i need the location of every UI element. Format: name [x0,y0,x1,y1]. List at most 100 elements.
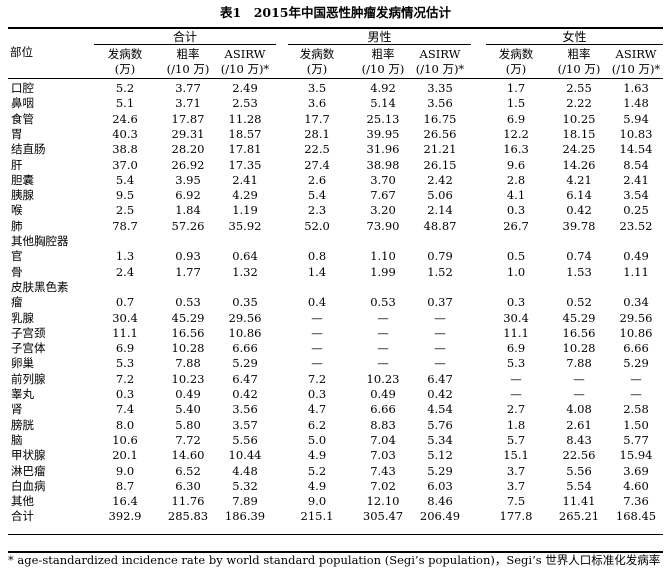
site-name: 皮肤黑色素 [11,279,69,294]
value-cell: 5.77 [623,432,649,447]
value-cell: 2.6 [307,172,327,187]
value-cell: 24.6 [112,111,138,126]
value-cell: 22.56 [562,448,596,463]
value-cell: 0.37 [427,295,453,310]
value-cell: — [434,325,446,340]
site-name: 淋巴瘤 [11,463,46,478]
value-cell: — [573,371,585,386]
table-title: 表1 2015年中国恶性肿瘤发病情况估计 [220,5,451,20]
value-cell: 7.2 [115,371,135,386]
site-name: 睾丸 [11,387,34,401]
value-cell: 57.26 [171,218,205,233]
site-name: 食管 [11,111,34,126]
value-cell: 5.29 [623,356,649,371]
group-underline-male [288,44,471,45]
value-cell: 29.56 [228,310,262,325]
value-cell: 2.3 [307,203,327,218]
value-cell: 215.1 [300,509,334,524]
site-column-header: 部位 [10,45,33,59]
value-cell: 15.94 [619,448,653,463]
value-cell: 6.66 [623,341,649,356]
value-cell: 2.61 [566,417,592,432]
value-cell: 6.9 [115,341,135,356]
value-cell: 7.36 [623,494,649,509]
value-cell: 29.31 [171,126,205,141]
value-cell: 11.1 [503,325,529,340]
value-cell: 5.76 [427,417,453,432]
top-rule [8,27,663,29]
value-cell: 206.49 [419,509,461,524]
value-cell: 6.30 [175,478,201,493]
value-cell: 2.7 [506,402,526,417]
value-cell: 18.15 [562,126,596,141]
value-cell: 2.41 [232,172,258,187]
value-cell: — [377,341,389,356]
value-cell: 168.45 [615,509,657,524]
value-cell: 0.64 [232,249,258,264]
value-cell: 10.83 [619,126,653,141]
value-cell: 1.63 [623,81,649,95]
subheader-count-female-unit: (万) [505,62,527,76]
site-name: 甲状腺 [11,448,46,463]
value-cell: — [377,325,389,340]
value-cell: 6.47 [232,371,258,386]
value-cell: 0.7 [115,295,135,310]
value-cell: — [434,341,446,356]
value-cell: 3.95 [175,172,201,187]
value-cell: 4.60 [623,478,649,493]
value-cell: 7.2 [307,371,327,386]
value-cell: 45.29 [171,310,205,325]
value-cell: — [377,310,389,325]
value-cell: 1.19 [232,203,258,218]
value-cell: 4.54 [427,402,453,417]
value-cell: 29.56 [619,310,653,325]
value-cell: 2.41 [623,172,649,187]
value-cell: 5.40 [175,402,201,417]
value-cell: 5.29 [427,463,453,478]
value-cell: 1.10 [370,249,396,264]
value-cell: 4.1 [506,188,526,203]
value-cell: 48.87 [423,218,457,233]
value-cell: 5.94 [623,111,649,126]
value-cell: 0.3 [506,295,526,310]
value-cell: 4.08 [566,402,592,417]
value-cell: 12.2 [503,126,529,141]
value-cell: — [434,310,446,325]
value-cell: 1.4 [307,264,327,279]
value-cell: 2.58 [623,402,649,417]
value-cell: 0.52 [566,295,592,310]
value-cell: 6.66 [232,341,258,356]
value-cell: 11.1 [112,325,138,340]
value-cell: 186.39 [224,509,266,524]
value-cell: 5.7 [506,432,526,447]
value-cell: 1.84 [175,203,201,218]
value-cell: 17.35 [228,157,262,172]
value-cell: 0.8 [307,249,327,264]
value-cell: 1.3 [115,249,135,264]
value-cell: 14.26 [562,157,596,172]
value-cell: 9.0 [307,494,327,509]
value-cell: 4.48 [232,463,258,478]
value-cell: 1.8 [506,417,526,432]
subheader-asirw-female-unit: (/10 万)* [611,62,661,76]
group-header-total: 合计 [172,30,197,44]
value-cell: 5.3 [115,356,135,371]
value-cell: 3.56 [232,402,258,417]
value-cell: 7.88 [566,356,592,371]
value-cell: 8.43 [566,432,592,447]
value-cell: 6.92 [175,188,201,203]
value-cell: 0.42 [427,387,453,401]
value-cell: 0.53 [370,295,396,310]
value-cell: 9.6 [506,157,526,172]
value-cell: — [510,387,522,401]
group-header-female: 女性 [562,30,587,44]
value-cell: 30.4 [503,310,529,325]
value-cell: 3.7 [506,463,526,478]
value-cell: 40.3 [112,126,138,141]
value-cell: 0.35 [232,295,258,310]
value-cell: 52.0 [304,218,330,233]
value-cell: 5.54 [566,478,592,493]
value-cell: 5.4 [307,188,327,203]
value-cell: 8.46 [427,494,453,509]
value-cell: — [377,356,389,371]
